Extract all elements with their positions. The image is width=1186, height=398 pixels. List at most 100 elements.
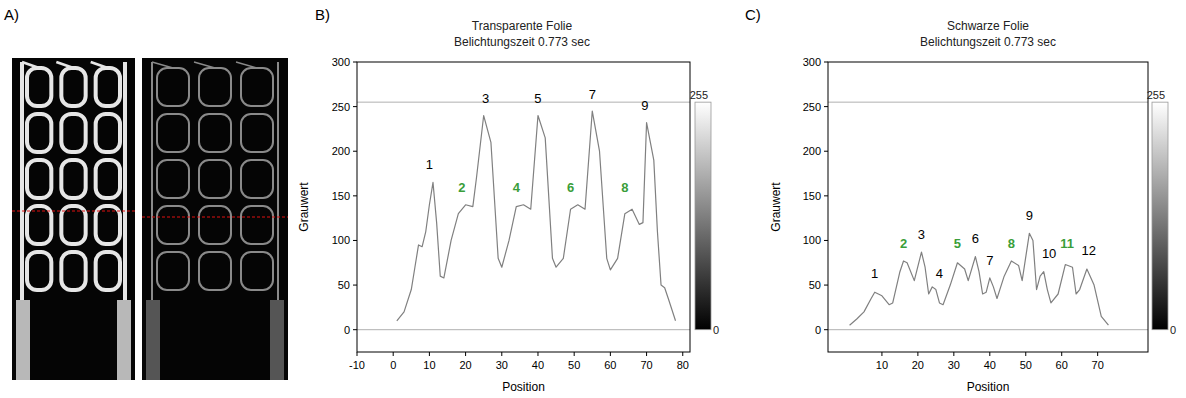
strut-cell <box>241 114 273 152</box>
strut-cell <box>199 114 231 152</box>
strut <box>20 62 24 300</box>
peak-label: 3 <box>482 91 489 106</box>
strut <box>56 62 73 68</box>
contact-pad <box>16 300 30 380</box>
strut-cell <box>27 68 51 106</box>
x-tick <box>989 352 990 356</box>
y-tick <box>353 285 357 286</box>
x-tick <box>429 352 430 356</box>
y-tick <box>824 62 828 63</box>
y-tick <box>353 106 357 107</box>
reference-line <box>357 329 690 330</box>
y-tick-label: 200 <box>803 145 821 157</box>
x-tick <box>881 352 882 356</box>
y-tick <box>353 151 357 152</box>
x-tick-label: 50 <box>568 359 580 371</box>
y-tick-label: 150 <box>803 190 821 202</box>
strut-cell <box>27 206 51 244</box>
peak-label: 8 <box>621 180 628 195</box>
x-tick <box>501 352 502 356</box>
y-tick-label: 50 <box>809 279 821 291</box>
reference-line <box>828 102 1148 103</box>
y-tick <box>824 151 828 152</box>
chart-panel: B)Transparente FolieBelichtungszeit 0.77… <box>297 6 719 394</box>
strut-cell <box>61 68 85 106</box>
x-tick-label: 20 <box>912 359 924 371</box>
data-group <box>850 233 1109 325</box>
strut-cell <box>61 160 85 198</box>
y-tick-label: 0 <box>344 324 350 336</box>
peak-label: 2 <box>458 180 465 195</box>
figure: A)B)Transparente FolieBelichtungszeit 0.… <box>0 0 1186 398</box>
reference-line <box>828 329 1148 330</box>
strut-cell <box>61 252 85 290</box>
profile-curve <box>397 111 676 321</box>
strut-cell <box>61 206 85 244</box>
panel-label: C) <box>745 6 761 23</box>
peak-label: 5 <box>534 91 541 106</box>
x-tick <box>1061 352 1062 356</box>
chart-panel: C)Schwarze FolieBelichtungszeit 0.773 se… <box>745 6 1176 394</box>
strut-cell <box>96 206 120 244</box>
strut <box>236 62 257 68</box>
y-tick-label: 250 <box>803 101 821 113</box>
contact-pad <box>117 300 131 380</box>
strut-cell <box>241 68 273 106</box>
y-tick-label: 0 <box>815 324 821 336</box>
strut-cell <box>96 160 120 198</box>
x-tick <box>917 352 918 356</box>
x-tick-label: 30 <box>948 359 960 371</box>
strut-cell <box>157 68 189 106</box>
strut <box>91 62 108 68</box>
x-tick <box>953 352 954 356</box>
peak-label: 12 <box>1081 243 1095 258</box>
x-tick <box>465 352 466 356</box>
plot-frame <box>357 62 690 352</box>
peak-label: 1 <box>426 157 433 172</box>
strut <box>123 62 127 300</box>
x-tick <box>646 352 647 356</box>
strut-cell <box>27 160 51 198</box>
y-axis-title: Grauwert <box>769 182 783 232</box>
image-background <box>12 58 135 380</box>
profile-line <box>12 210 135 211</box>
colorbar <box>1152 102 1168 330</box>
x-axis-title: Position <box>502 380 545 394</box>
y-tick <box>824 240 828 241</box>
peak-label: 6 <box>972 231 979 246</box>
x-tick-label: 10 <box>423 359 435 371</box>
y-tick-label: 100 <box>803 234 821 246</box>
strut <box>22 62 39 68</box>
x-tick-label: 60 <box>604 359 616 371</box>
profile-line <box>142 216 288 217</box>
peak-label: 6 <box>567 180 574 195</box>
x-tick-label: 60 <box>1056 359 1068 371</box>
chart-subtitle: Belichtungszeit 0.773 sec <box>454 35 590 49</box>
peak-label: 8 <box>1008 236 1015 251</box>
x-tick-label: 40 <box>532 359 544 371</box>
contact-pad <box>146 300 160 380</box>
y-tick <box>353 329 357 330</box>
plot-frame <box>828 62 1148 352</box>
x-tick-label: 0 <box>390 359 396 371</box>
x-tick <box>537 352 538 356</box>
strut-cell <box>27 252 51 290</box>
strut-cell <box>96 252 120 290</box>
strut-cell <box>199 206 231 244</box>
peak-label: 9 <box>641 98 648 113</box>
panel-label: B) <box>315 6 330 23</box>
y-tick-label: 200 <box>332 145 350 157</box>
y-tick-label: 250 <box>332 101 350 113</box>
x-tick-label: 40 <box>984 359 996 371</box>
y-tick <box>353 195 357 196</box>
x-tick <box>682 352 683 356</box>
peak-label: 9 <box>1026 208 1033 223</box>
image-background <box>142 58 288 380</box>
x-tick <box>393 352 394 356</box>
strut-cell <box>96 68 120 106</box>
y-tick <box>824 285 828 286</box>
data-group <box>397 111 676 321</box>
peak-label: 11 <box>1060 236 1074 251</box>
y-tick-label: 100 <box>332 234 350 246</box>
peak-label: 7 <box>589 87 596 102</box>
